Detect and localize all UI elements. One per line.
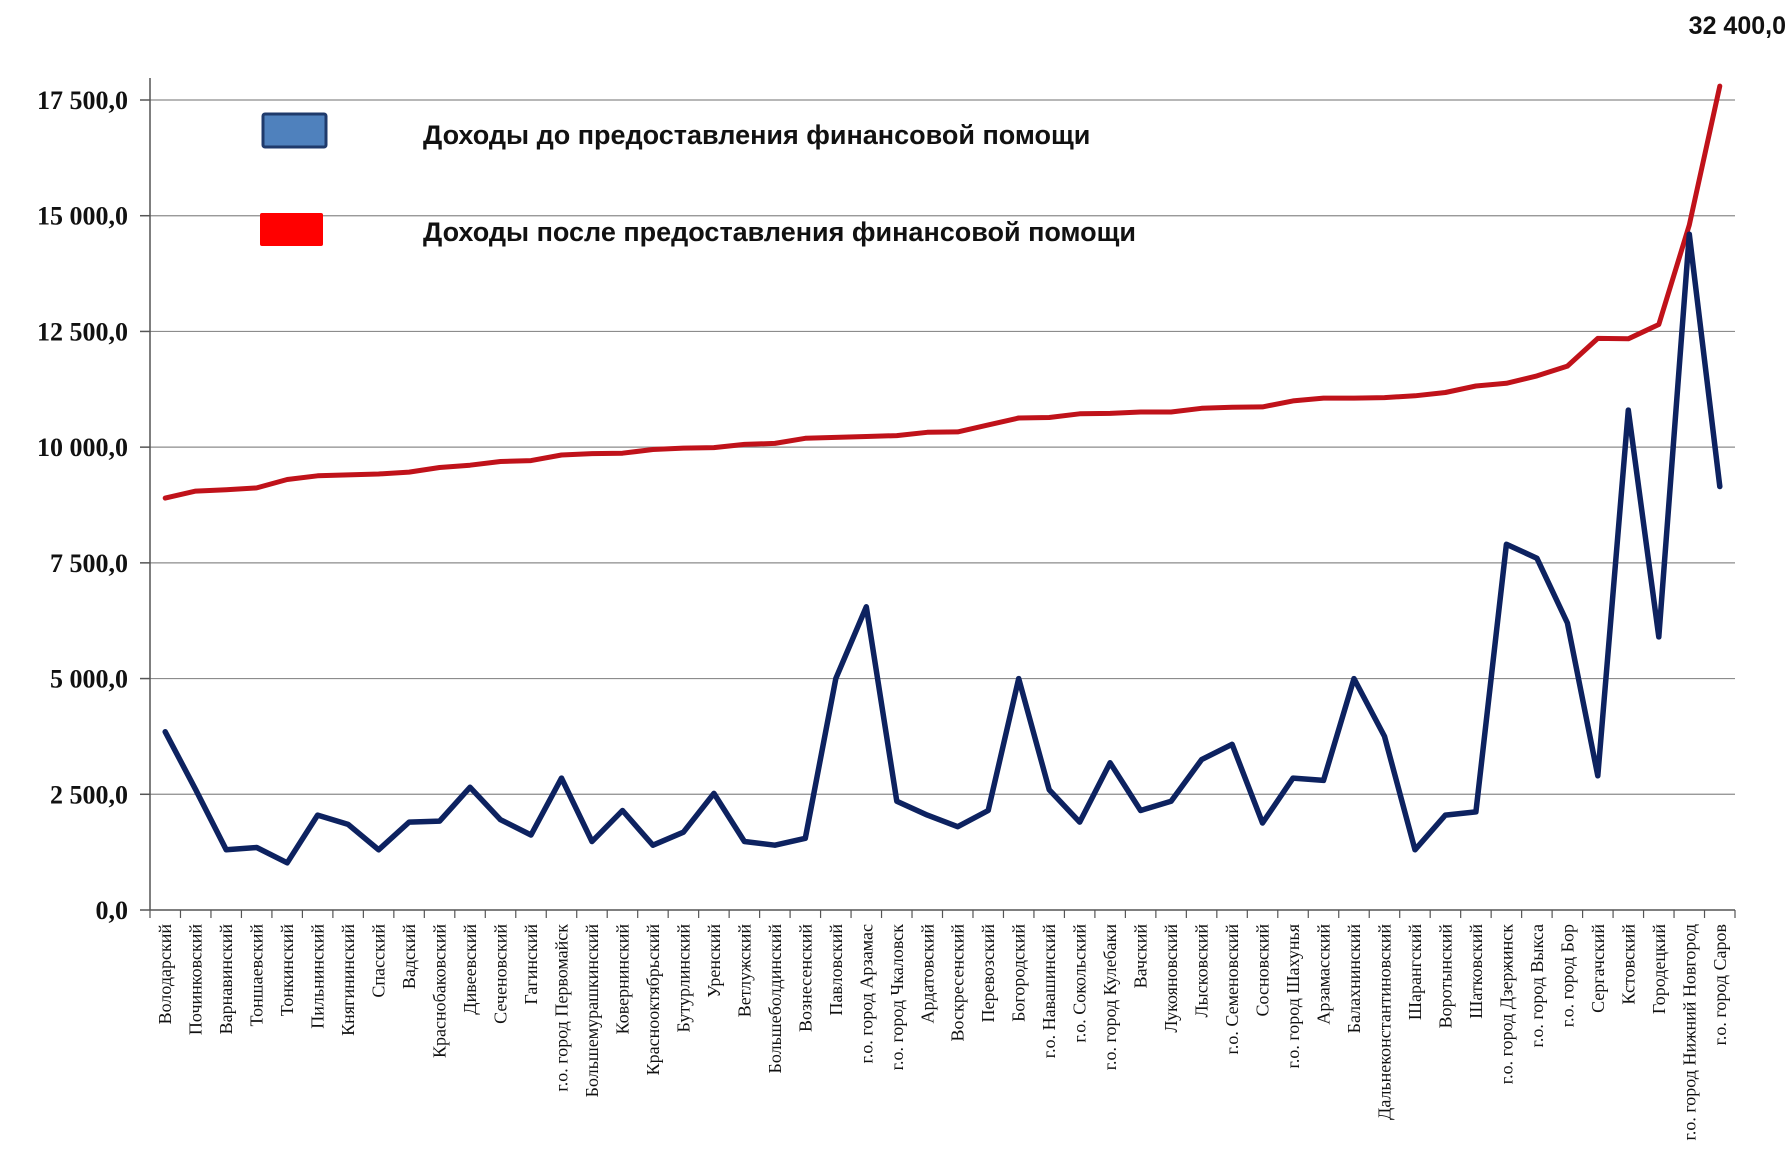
legend: Доходы до предоставления финансовой помо… — [260, 112, 1136, 247]
x-tick-label: г.о. город Бор — [1557, 924, 1577, 1027]
x-tick-label: Гагинский — [521, 924, 541, 1005]
x-tick-label: Воротынский — [1435, 924, 1455, 1029]
x-tick-label: Ветлужский — [734, 924, 754, 1018]
x-tick-label: Перевозский — [978, 924, 998, 1023]
x-tick-label: г.о. город Кулебаки — [1100, 924, 1120, 1071]
x-tick-label: Большемурашкинский — [582, 924, 602, 1098]
x-tick-label: Вачский — [1131, 924, 1151, 989]
x-tick-label: Вадский — [399, 924, 419, 990]
y-tick-label: 12 500,0 — [37, 317, 128, 346]
x-tick-label: Вознесенский — [795, 924, 815, 1032]
x-tick-label: г.о. город Арзамас — [856, 924, 876, 1064]
x-tick-label: Шарангский — [1405, 924, 1425, 1021]
x-tick-label: Большеболдинский — [765, 924, 785, 1074]
x-tick-label: г.о. город Чкаловск — [887, 924, 907, 1071]
axes — [140, 78, 1736, 918]
x-tick-label: Шатковский — [1466, 924, 1486, 1019]
series-line-after — [162, 83, 1723, 501]
x-tick-label: Городецкий — [1649, 924, 1669, 1014]
x-tick-label: Починковский — [186, 924, 206, 1035]
x-tick-label: г.о. город Дзержинск — [1496, 924, 1516, 1084]
y-tick-label: 15 000,0 — [37, 202, 128, 231]
x-tick-label: г.о. город Выкса — [1527, 924, 1547, 1048]
y-tick-label: 10 000,0 — [37, 433, 128, 462]
x-tick-label: г.о. Семеновский — [1222, 924, 1242, 1055]
x-tick-label: Краснобаковский — [430, 924, 450, 1058]
legend-swatch-before — [261, 112, 328, 149]
x-tick-label: Воскресенский — [948, 924, 968, 1042]
x-tick-label: Балахнинский — [1344, 924, 1364, 1034]
y-tick-label: 2 500,0 — [50, 780, 128, 809]
x-tick-label: г.о. город Первомайск — [551, 924, 571, 1092]
x-tick-label: г.о. Навашинский — [1039, 924, 1059, 1059]
y-tick-label: 0,0 — [96, 896, 129, 925]
legend-swatch-after — [260, 213, 323, 246]
grid — [150, 99, 1735, 795]
x-tick-label: Тонкинский — [277, 924, 297, 1017]
x-tick-label: Дивеевский — [460, 924, 480, 1015]
x-tick-label: Кстовский — [1618, 924, 1638, 1005]
x-tick-label: Арзамасский — [1314, 924, 1334, 1025]
x-tick-label: Ардатовский — [917, 924, 937, 1024]
x-tick-label: Дальнеконстантиновский — [1374, 924, 1394, 1120]
y-tick-label: 7 500,0 — [50, 549, 128, 578]
x-tick-label: Лысковский — [1192, 924, 1212, 1018]
x-tick-label: г.о. город Нижний Новгород — [1679, 924, 1699, 1140]
y-tick-label: 17 500,0 — [37, 86, 128, 115]
series-line-before — [162, 231, 1723, 866]
x-tick-label: Краснооктябрьский — [643, 924, 663, 1076]
x-tick-label: Сеченовский — [491, 924, 511, 1024]
legend-label-before: Доходы до предоставления финансовой помо… — [423, 120, 1090, 150]
top-value-annotation: 32 400,0 — [1689, 12, 1786, 40]
x-tick-label: Лукояновский — [1161, 924, 1181, 1033]
x-tick-label: Сосновский — [1253, 924, 1273, 1017]
x-tick-label: Бутурлинский — [673, 924, 693, 1033]
y-tick-label: 5 000,0 — [50, 665, 128, 694]
x-tick-label: Богородский — [1009, 924, 1029, 1022]
y-axis-ticks: 0,0 2 500,0 5 000,0 7 500,0 10 000,0 12 500,0… — [37, 86, 128, 925]
x-tick-label: Уренский — [704, 924, 724, 998]
legend-label-after: Доходы после предоставления финансовой п… — [423, 217, 1136, 247]
x-tick-label: Сергачский — [1588, 924, 1608, 1013]
x-tick-label: г.о. Сокольский — [1070, 924, 1090, 1043]
x-tick-label: Княгининский — [338, 924, 358, 1036]
x-tick-label: Спасский — [369, 924, 389, 998]
x-tick-label: Володарский — [155, 924, 175, 1025]
x-axis-ticks: Володарский Починковский Варнавинский Тонша… — [155, 924, 1730, 1141]
x-tick-label: Пильнинский — [308, 924, 328, 1029]
x-tick-label: г.о. город Шахунья — [1283, 924, 1303, 1069]
x-tick-label: Ковернинский — [612, 924, 632, 1035]
x-tick-label: Варнавинский — [216, 924, 236, 1035]
x-tick-label: Павловский — [826, 924, 846, 1016]
x-tick-label: г.о. город Саров — [1710, 924, 1730, 1045]
series — [162, 83, 1723, 866]
x-tick-label: Тоншаевский — [247, 924, 267, 1027]
